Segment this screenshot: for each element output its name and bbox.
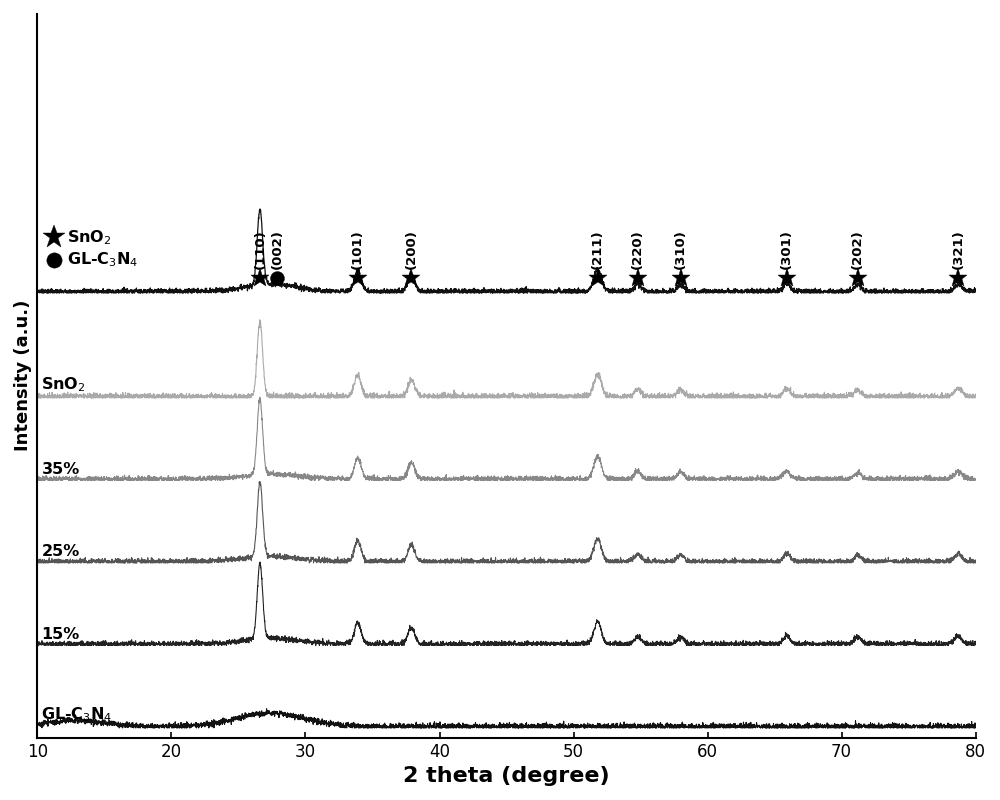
Text: (321): (321) bbox=[952, 229, 965, 269]
Text: (310): (310) bbox=[674, 229, 687, 269]
Text: GL-C$_3$N$_4$: GL-C$_3$N$_4$ bbox=[41, 706, 113, 724]
Y-axis label: Intensity (a.u.): Intensity (a.u.) bbox=[14, 300, 32, 451]
Text: 25%: 25% bbox=[41, 544, 80, 559]
Text: SnO$_2$: SnO$_2$ bbox=[41, 375, 86, 394]
Text: SnO$_2$: SnO$_2$ bbox=[67, 228, 112, 246]
Text: (220): (220) bbox=[631, 229, 644, 269]
Text: (301): (301) bbox=[780, 229, 793, 269]
Text: (110): (110) bbox=[253, 229, 266, 269]
Text: (002): (002) bbox=[271, 229, 284, 269]
Text: 35%: 35% bbox=[41, 462, 80, 477]
Text: (211): (211) bbox=[591, 230, 604, 269]
Text: 15%: 15% bbox=[41, 626, 80, 642]
Text: (200): (200) bbox=[405, 229, 418, 269]
X-axis label: 2 theta (degree): 2 theta (degree) bbox=[403, 766, 610, 786]
Text: (101): (101) bbox=[351, 229, 364, 269]
Text: GL-C$_3$N$_4$: GL-C$_3$N$_4$ bbox=[67, 250, 138, 270]
Text: (202): (202) bbox=[851, 229, 864, 269]
